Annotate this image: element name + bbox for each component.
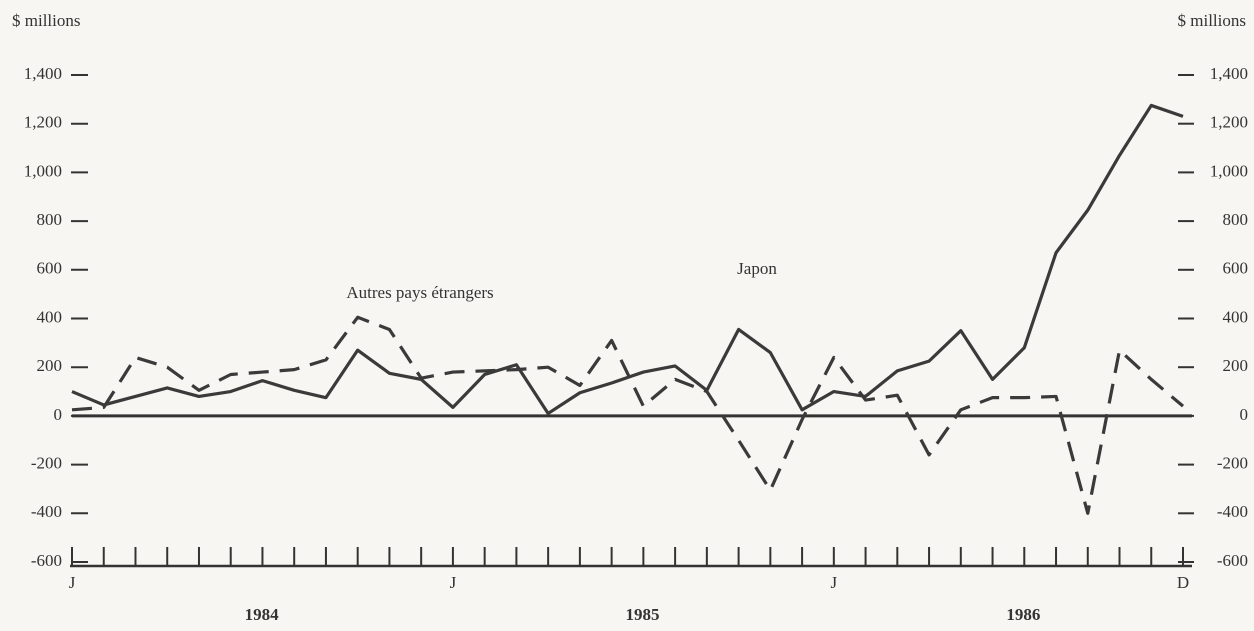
y2-tick-label: -400 — [1217, 502, 1248, 521]
y-tick-label: 1,000 — [24, 161, 62, 180]
x-tick-label: J — [450, 573, 457, 592]
y-tick-label: 0 — [54, 405, 63, 424]
year-label: 1986 — [1006, 605, 1040, 624]
y2-tick-label: 400 — [1223, 307, 1249, 326]
y-tick-label: 400 — [37, 307, 63, 326]
y2-tick-label: 1,200 — [1210, 113, 1248, 132]
y2-tick-label: 1,000 — [1210, 161, 1248, 180]
y-axis-label: $ millions — [12, 11, 80, 30]
y-tick-label: -600 — [31, 551, 62, 570]
y-tick-label: 600 — [37, 259, 63, 278]
y2-axis-label: $ millions — [1178, 11, 1246, 30]
series-line — [71, 103, 1184, 416]
y2-tick-label: 200 — [1223, 356, 1249, 375]
y-tick-label: 1,400 — [24, 64, 62, 83]
x-tick-label: J — [831, 573, 838, 592]
year-label: 1985 — [626, 605, 660, 624]
y-tick-label: 1,200 — [24, 113, 62, 132]
y2-tick-label: 1,400 — [1210, 64, 1248, 83]
series-label: Japon — [737, 259, 777, 278]
y-tick-label: 200 — [37, 356, 63, 375]
series-line — [71, 315, 1185, 515]
y-tick-label: -400 — [31, 502, 62, 521]
series-label: Autres pays étrangers — [346, 283, 493, 302]
x-tick-label: J — [69, 573, 76, 592]
y-tick-label: -200 — [31, 454, 62, 473]
year-label: 1984 — [245, 605, 280, 624]
y2-tick-label: 800 — [1223, 210, 1249, 229]
y2-tick-label: 0 — [1240, 405, 1249, 424]
y2-tick-label: -600 — [1217, 551, 1248, 570]
y-tick-label: 800 — [37, 210, 63, 229]
y2-tick-label: 600 — [1223, 259, 1249, 278]
y2-tick-label: -200 — [1217, 454, 1248, 473]
x-tick-label: D — [1177, 573, 1189, 592]
